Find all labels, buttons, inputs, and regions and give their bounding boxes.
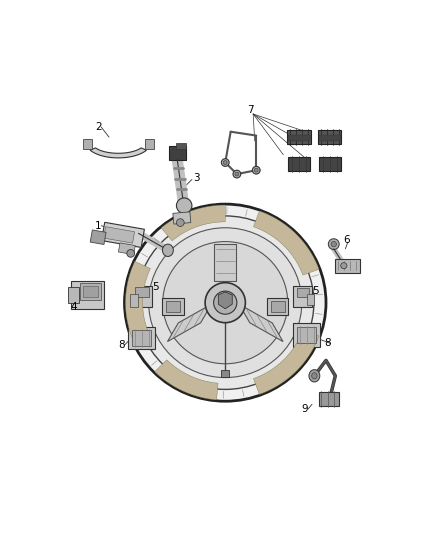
Ellipse shape	[177, 198, 192, 213]
Text: 3: 3	[193, 173, 199, 183]
Text: 6: 6	[343, 235, 350, 245]
Polygon shape	[254, 330, 319, 394]
Bar	[271, 301, 285, 312]
Text: 8: 8	[325, 338, 331, 348]
Polygon shape	[167, 304, 212, 342]
Polygon shape	[239, 304, 283, 342]
Text: 8: 8	[118, 340, 125, 350]
Bar	[293, 287, 312, 306]
Bar	[132, 330, 151, 346]
Ellipse shape	[235, 172, 239, 176]
Ellipse shape	[214, 291, 237, 314]
Bar	[166, 301, 180, 312]
Ellipse shape	[163, 241, 288, 364]
Text: 5: 5	[312, 286, 319, 296]
Bar	[102, 222, 145, 247]
Bar	[267, 298, 289, 315]
Bar	[173, 212, 191, 224]
Bar	[307, 294, 314, 305]
Bar	[131, 286, 152, 308]
Bar	[319, 392, 339, 406]
Bar	[297, 288, 309, 297]
Bar	[288, 157, 310, 171]
Ellipse shape	[328, 239, 339, 249]
Bar	[293, 324, 320, 346]
Polygon shape	[214, 244, 236, 281]
Polygon shape	[161, 205, 225, 241]
Bar	[83, 287, 98, 297]
Text: 7: 7	[247, 105, 254, 115]
Bar	[71, 281, 103, 309]
Bar	[80, 284, 101, 301]
Ellipse shape	[205, 282, 245, 322]
Ellipse shape	[341, 263, 347, 269]
Bar	[319, 135, 341, 141]
Ellipse shape	[177, 219, 184, 227]
Polygon shape	[218, 292, 232, 309]
Bar	[145, 139, 154, 149]
Bar	[130, 294, 138, 306]
Bar	[134, 287, 148, 296]
Ellipse shape	[127, 249, 134, 257]
Ellipse shape	[252, 166, 260, 174]
Ellipse shape	[233, 170, 241, 178]
Polygon shape	[90, 148, 146, 158]
Text: 4: 4	[70, 302, 77, 311]
Ellipse shape	[162, 244, 173, 256]
Bar	[103, 227, 134, 243]
Ellipse shape	[309, 370, 320, 382]
Ellipse shape	[254, 168, 258, 172]
Text: 2: 2	[95, 122, 102, 132]
Text: 1: 1	[95, 221, 102, 231]
Polygon shape	[254, 211, 319, 275]
Bar	[118, 243, 135, 255]
Ellipse shape	[148, 228, 302, 377]
Ellipse shape	[124, 204, 326, 401]
Text: 5: 5	[152, 282, 159, 292]
Ellipse shape	[221, 159, 229, 166]
Ellipse shape	[312, 373, 317, 379]
Bar	[287, 130, 311, 144]
Bar	[169, 147, 186, 160]
Bar	[319, 157, 341, 171]
Ellipse shape	[331, 241, 336, 247]
Polygon shape	[155, 360, 218, 400]
Bar	[221, 370, 229, 377]
Bar	[288, 135, 310, 141]
Bar	[336, 259, 360, 273]
Bar	[68, 287, 79, 303]
Bar	[297, 327, 316, 343]
Ellipse shape	[223, 160, 227, 165]
Polygon shape	[126, 261, 150, 344]
Text: 9: 9	[301, 404, 308, 414]
Bar	[162, 298, 184, 315]
Bar	[83, 139, 92, 149]
Ellipse shape	[137, 216, 314, 390]
Bar	[177, 142, 186, 149]
Bar	[90, 230, 106, 245]
Bar	[128, 327, 155, 349]
Bar	[318, 130, 342, 144]
